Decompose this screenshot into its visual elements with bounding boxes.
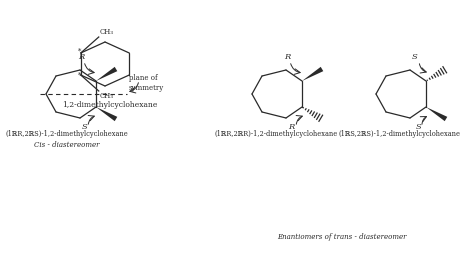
Polygon shape [302,67,323,81]
Text: R: R [284,53,290,61]
Text: (1ℝS,2ℝS)-1,2-dimethylcyclohexane: (1ℝS,2ℝS)-1,2-dimethylcyclohexane [339,130,461,138]
Text: S: S [82,123,88,131]
Text: S: S [412,53,418,61]
Text: Enantiomers of trans - diastereomer: Enantiomers of trans - diastereomer [277,233,407,241]
Polygon shape [426,107,447,121]
Text: (1ℝR,2ℝR)-1,2-dimethylcyclohexane: (1ℝR,2ℝR)-1,2-dimethylcyclohexane [214,130,337,138]
Text: CH₃: CH₃ [100,28,114,36]
Text: *: * [78,72,82,80]
Text: plane of
symmetry: plane of symmetry [129,74,164,92]
Text: S: S [416,123,422,131]
Polygon shape [96,67,117,81]
Text: CH₃: CH₃ [100,92,114,100]
Polygon shape [96,107,117,121]
Text: *: * [78,48,82,56]
Text: Cis - diastereomer: Cis - diastereomer [34,141,100,149]
Text: R: R [288,123,294,131]
Text: (1ℝR,2ℝS)-1,2-dimethylcyclohexane: (1ℝR,2ℝS)-1,2-dimethylcyclohexane [6,130,128,138]
Text: R: R [78,53,84,61]
Text: 1,2-dimethylcyclohexane: 1,2-dimethylcyclohexane [62,101,158,109]
